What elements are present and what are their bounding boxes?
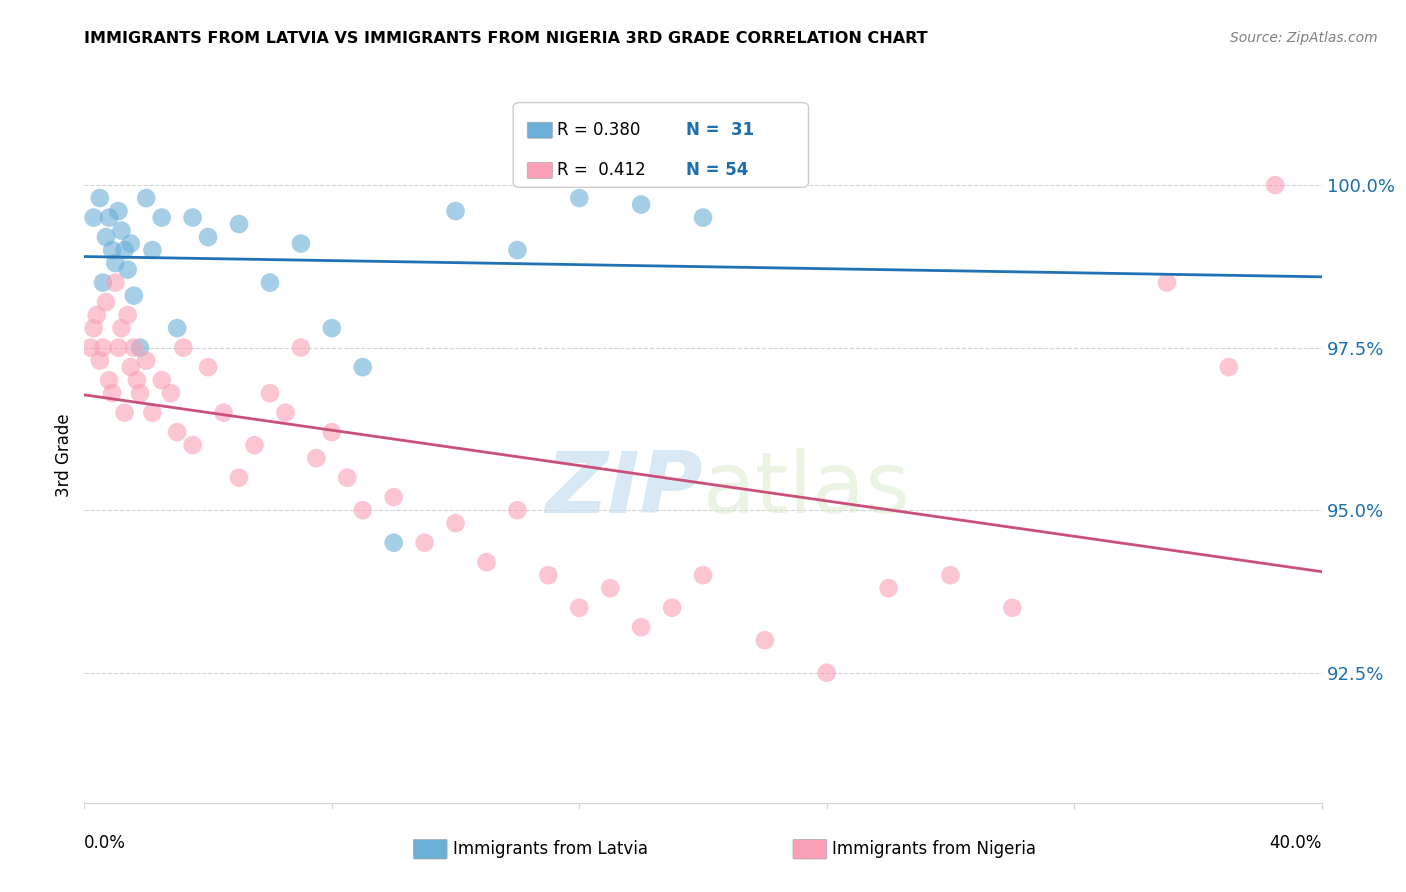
Point xyxy=(1218,360,1240,375)
Point xyxy=(475,555,498,569)
Point xyxy=(692,211,714,225)
Point xyxy=(141,406,163,420)
Point xyxy=(122,288,145,302)
Point xyxy=(98,211,121,225)
Point xyxy=(939,568,962,582)
Point xyxy=(692,568,714,582)
Point xyxy=(352,503,374,517)
Point xyxy=(117,308,139,322)
Point xyxy=(259,276,281,290)
Point xyxy=(122,341,145,355)
Point xyxy=(506,503,529,517)
Point xyxy=(382,535,405,549)
Point xyxy=(94,230,117,244)
Point xyxy=(98,373,121,387)
Text: R = 0.380: R = 0.380 xyxy=(557,121,640,139)
Y-axis label: 3rd Grade: 3rd Grade xyxy=(55,413,73,497)
Point xyxy=(107,341,129,355)
Point xyxy=(91,276,114,290)
Point xyxy=(1001,600,1024,615)
Point xyxy=(89,191,111,205)
Point xyxy=(114,406,136,420)
Point xyxy=(135,191,157,205)
Point xyxy=(1156,276,1178,290)
Point xyxy=(336,471,359,485)
Point xyxy=(91,341,114,355)
Point xyxy=(125,373,148,387)
Text: ZIP: ZIP xyxy=(546,448,703,532)
Point xyxy=(101,243,124,257)
Point xyxy=(630,620,652,634)
Point xyxy=(444,204,467,219)
Point xyxy=(305,451,328,466)
Point xyxy=(754,633,776,648)
Point xyxy=(135,353,157,368)
Point xyxy=(197,360,219,375)
Point xyxy=(243,438,266,452)
Point xyxy=(274,406,297,420)
Point xyxy=(110,321,132,335)
Point xyxy=(599,581,621,595)
Point xyxy=(141,243,163,257)
Point xyxy=(101,386,124,401)
Point xyxy=(83,321,105,335)
Point xyxy=(104,256,127,270)
Text: N = 54: N = 54 xyxy=(686,161,748,179)
Point xyxy=(166,321,188,335)
Point xyxy=(413,535,436,549)
Point xyxy=(114,243,136,257)
Point xyxy=(506,243,529,257)
Point xyxy=(228,217,250,231)
Point xyxy=(86,308,108,322)
Text: R =  0.412: R = 0.412 xyxy=(557,161,645,179)
Point xyxy=(290,341,312,355)
Text: 0.0%: 0.0% xyxy=(84,834,127,852)
Text: IMMIGRANTS FROM LATVIA VS IMMIGRANTS FROM NIGERIA 3RD GRADE CORRELATION CHART: IMMIGRANTS FROM LATVIA VS IMMIGRANTS FRO… xyxy=(84,31,928,46)
Text: Immigrants from Nigeria: Immigrants from Nigeria xyxy=(832,840,1036,858)
Point xyxy=(94,295,117,310)
Text: N =  31: N = 31 xyxy=(686,121,754,139)
Point xyxy=(160,386,183,401)
Point xyxy=(290,236,312,251)
Point xyxy=(321,321,343,335)
Point xyxy=(172,341,194,355)
Point xyxy=(129,386,152,401)
Point xyxy=(630,197,652,211)
Point xyxy=(568,600,591,615)
Point xyxy=(181,438,204,452)
Point xyxy=(321,425,343,439)
Point xyxy=(197,230,219,244)
Point xyxy=(877,581,900,595)
Point xyxy=(107,204,129,219)
Point xyxy=(120,236,142,251)
Point xyxy=(382,490,405,504)
Point xyxy=(568,191,591,205)
Text: atlas: atlas xyxy=(703,448,911,532)
Point xyxy=(228,471,250,485)
Point xyxy=(166,425,188,439)
Point xyxy=(104,276,127,290)
Point xyxy=(181,211,204,225)
Point xyxy=(150,373,173,387)
Point xyxy=(129,341,152,355)
Point xyxy=(89,353,111,368)
Point xyxy=(352,360,374,375)
Point xyxy=(150,211,173,225)
Point xyxy=(259,386,281,401)
Point xyxy=(1264,178,1286,192)
Text: Immigrants from Latvia: Immigrants from Latvia xyxy=(453,840,648,858)
Point xyxy=(79,341,101,355)
Point xyxy=(537,568,560,582)
Point xyxy=(444,516,467,531)
Point xyxy=(212,406,235,420)
Text: 40.0%: 40.0% xyxy=(1270,834,1322,852)
Point xyxy=(83,211,105,225)
Text: Source: ZipAtlas.com: Source: ZipAtlas.com xyxy=(1230,31,1378,45)
Point xyxy=(815,665,838,680)
Point xyxy=(110,224,132,238)
Point xyxy=(117,262,139,277)
Point xyxy=(120,360,142,375)
Point xyxy=(661,600,683,615)
